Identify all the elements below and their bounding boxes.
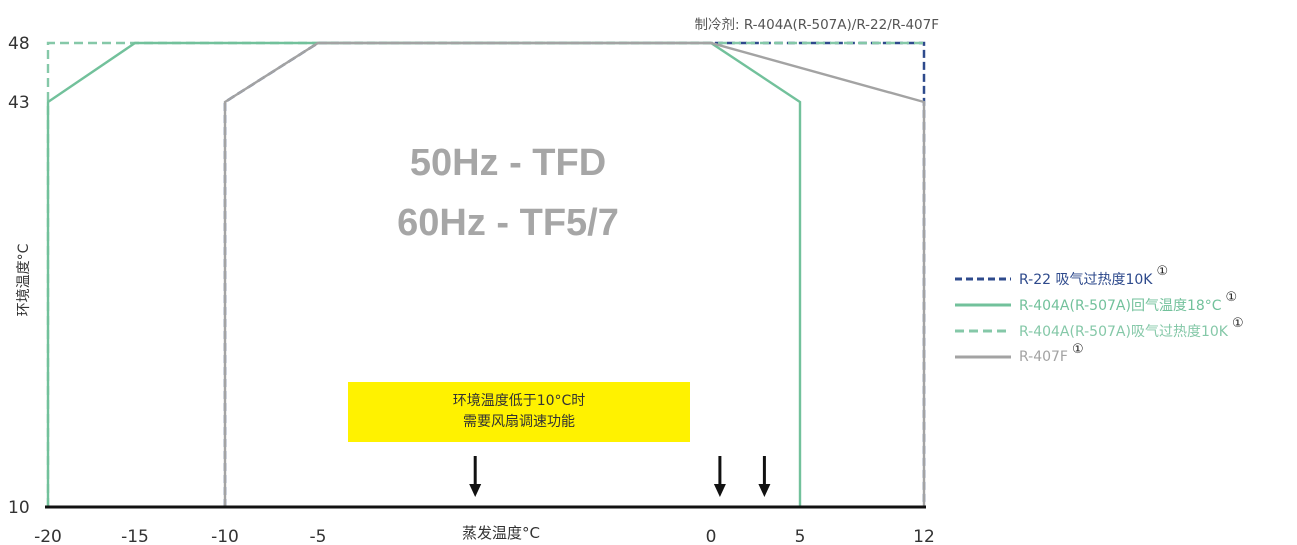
legend-note-mark-r404a-suction: ① <box>1231 315 1244 331</box>
x-tick-label: -20 <box>34 527 62 545</box>
x-tick-label: -5 <box>310 527 327 545</box>
legend-label-r22: R-22 吸气过热度10K <box>1019 272 1153 288</box>
y-tick-label: 10 <box>8 498 30 518</box>
center-title-line: 60Hz - TF5/7 <box>397 202 619 244</box>
x-tick-label: 5 <box>795 527 806 545</box>
y-axis-label: 环境温度°C <box>16 243 32 317</box>
axis-layer: -20 -15 -10 -5 0 5 12 10 43 48 蒸发温度°C <box>8 34 935 545</box>
x-axis-label: 蒸发温度°C <box>462 524 540 542</box>
legend-note-mark-r407f: ① <box>1072 341 1084 357</box>
notice-line-1: 环境温度低于10°C时 <box>452 393 586 409</box>
legend-swatch-r404a-suction <box>955 329 1011 333</box>
legend-label-r404a-return: R-404A(R-507A)回气温度18°C <box>1019 298 1222 314</box>
series-layer <box>46 41 926 507</box>
center-title-line: 50Hz - TFD <box>410 142 606 184</box>
center-title: 50Hz - TFD 60Hz - TF5/7 <box>397 142 619 244</box>
legend-item-r404a-suction: R-404A(R-507A)吸气过热度10K ① <box>955 315 1244 344</box>
legend-item-r22: R-22 吸气过热度10K ① <box>955 263 1244 292</box>
legend-swatch-r404a-return <box>955 303 1011 307</box>
notice-line-2: 需要风扇调速功能 <box>463 414 575 430</box>
legend-item-r404a-return: R-404A(R-507A)回气温度18°C ① <box>955 289 1244 318</box>
y-axis-label-box: 环境温度°C <box>5 222 41 342</box>
x-tick-label: 12 <box>913 527 935 545</box>
series-line-3 <box>223 41 926 507</box>
legend-swatch-r22 <box>955 277 1011 281</box>
down-arrow-head <box>469 484 482 497</box>
x-tick-label: -15 <box>121 527 149 545</box>
y-tick-label: 43 <box>8 93 30 113</box>
down-arrow <box>758 456 771 497</box>
legend: R-22 吸气过热度10K ① R-404A(R-507A)回气温度18°C ①… <box>955 263 1244 370</box>
arrows <box>469 456 771 497</box>
down-arrow-head <box>713 484 726 497</box>
legend-note-mark-r404a-return: ① <box>1225 289 1238 305</box>
down-arrow <box>713 456 726 497</box>
legend-label-r404a-suction: R-404A(R-507A)吸气过热度10K <box>1019 324 1228 340</box>
refrigerant-note: 制冷剂: R-404A(R-507A)/R-22/R-407F <box>694 17 939 33</box>
x-tick-label: 0 <box>706 527 717 545</box>
y-tick-label: 48 <box>8 34 30 54</box>
x-tick-label: -10 <box>211 527 239 545</box>
down-arrow-head <box>758 484 771 497</box>
legend-label-r407f: R-407F <box>1019 349 1068 365</box>
legend-item-r407f: R-407F ① <box>955 341 1244 370</box>
legend-note-mark-r22: ① <box>1156 263 1169 279</box>
down-arrow <box>469 456 482 497</box>
fan-speed-notice: 环境温度低于10°C时 需要风扇调速功能 <box>348 382 690 442</box>
legend-swatch-r407f <box>955 355 1011 359</box>
